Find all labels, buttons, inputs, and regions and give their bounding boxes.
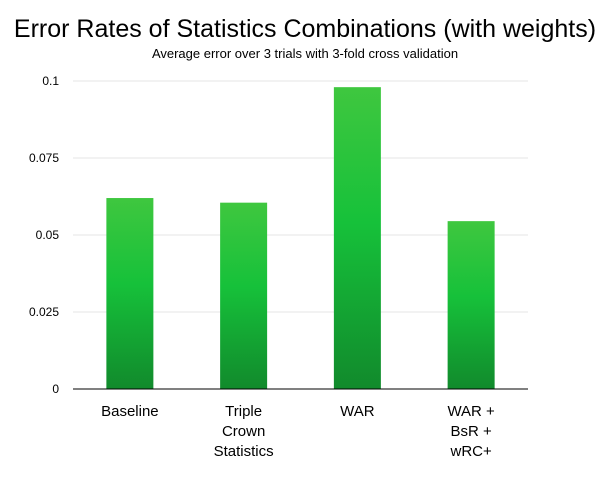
x-category-label: WAR (340, 403, 375, 420)
x-category-label-line: WAR + (447, 403, 495, 420)
y-tick-label: 0.1 (42, 74, 59, 88)
x-category-label-line: Triple (225, 403, 262, 420)
x-category-label-line: WAR (340, 403, 375, 420)
x-category-label-line: BsR + (450, 423, 492, 440)
x-category-label-line: Crown (222, 423, 265, 440)
y-tick-label: 0.075 (29, 151, 59, 165)
y-tick-label: 0.05 (36, 228, 60, 242)
bar (333, 87, 381, 389)
bars (106, 87, 495, 389)
bar (106, 198, 154, 389)
x-category-label: Baseline (101, 403, 159, 420)
x-category-label: Triple Crown Statistics (214, 403, 274, 460)
y-axis-ticks: 0 0.025 0.05 0.075 0.1 (29, 74, 59, 396)
y-tick-label: 0.025 (29, 305, 59, 319)
x-category-label-line: Statistics (214, 443, 274, 460)
x-category-label-line: Baseline (101, 403, 159, 420)
bar (220, 202, 268, 389)
x-category-label: WAR + BsR + wRC+ (447, 403, 495, 460)
bar (447, 221, 495, 389)
chart-title: Error Rates of Statistics Combinations (… (13, 15, 597, 43)
x-category-label-line: wRC+ (449, 443, 491, 460)
y-tick-label: 0 (52, 382, 59, 396)
x-axis-categories: Baseline Triple Crown Statistics WAR WAR + BsR… (101, 403, 495, 460)
chart-subtitle: Average error over 3 trials with 3-fold … (151, 46, 459, 61)
